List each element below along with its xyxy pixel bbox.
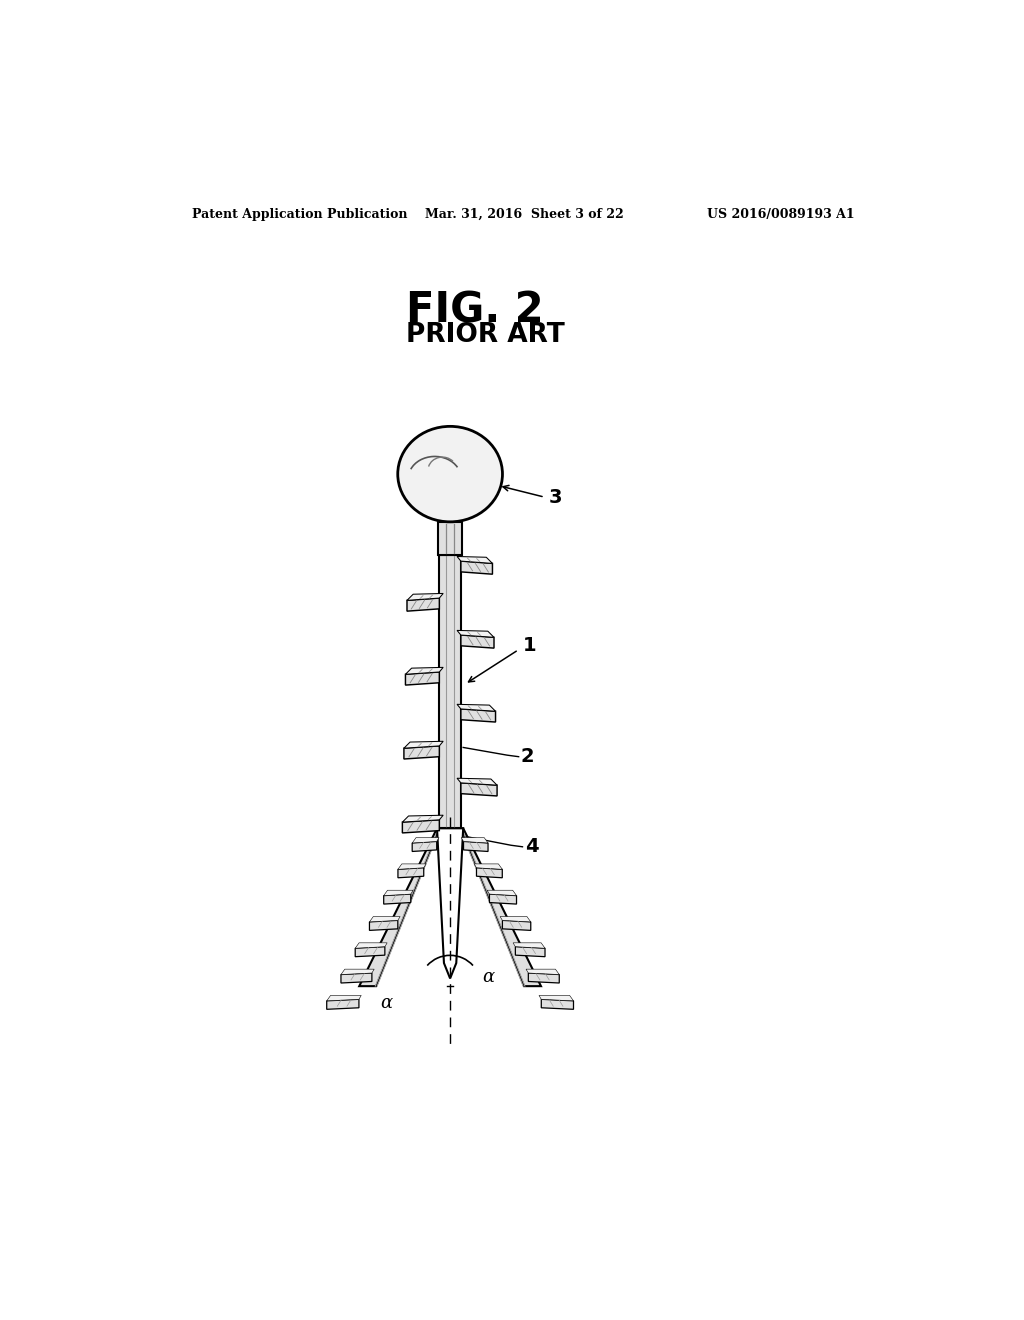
Polygon shape (341, 973, 372, 983)
Polygon shape (413, 841, 436, 851)
Polygon shape (407, 594, 443, 601)
Polygon shape (500, 916, 530, 921)
Polygon shape (327, 995, 361, 1001)
Polygon shape (476, 867, 503, 878)
Polygon shape (489, 894, 516, 904)
Text: Mar. 31, 2016  Sheet 3 of 22: Mar. 31, 2016 Sheet 3 of 22 (425, 209, 625, 222)
Text: Patent Application Publication: Patent Application Publication (193, 209, 408, 222)
Polygon shape (542, 999, 573, 1010)
Polygon shape (406, 668, 443, 675)
Polygon shape (474, 863, 503, 870)
Text: FIG. 2: FIG. 2 (407, 289, 544, 331)
Polygon shape (384, 894, 411, 904)
Polygon shape (355, 942, 387, 948)
Polygon shape (528, 973, 559, 983)
Polygon shape (355, 946, 385, 957)
Polygon shape (384, 890, 413, 895)
Polygon shape (406, 672, 439, 685)
Polygon shape (464, 841, 488, 851)
Polygon shape (413, 838, 439, 843)
Polygon shape (437, 829, 463, 978)
Polygon shape (359, 829, 439, 986)
Bar (438, 521, 463, 554)
Polygon shape (370, 920, 397, 931)
Text: 3: 3 (549, 487, 562, 507)
Polygon shape (398, 863, 426, 870)
Text: 4: 4 (524, 837, 539, 857)
Polygon shape (403, 746, 439, 759)
Text: α: α (482, 968, 495, 986)
Polygon shape (402, 820, 439, 833)
Polygon shape (461, 709, 496, 722)
Polygon shape (461, 561, 493, 574)
Bar (439, 554, 461, 829)
Polygon shape (503, 920, 530, 931)
Polygon shape (327, 999, 359, 1010)
Polygon shape (513, 942, 545, 948)
Polygon shape (515, 946, 545, 957)
Polygon shape (402, 816, 443, 822)
Text: 1: 1 (522, 636, 537, 655)
Polygon shape (370, 916, 400, 921)
Text: PRIOR ART: PRIOR ART (407, 322, 565, 348)
Polygon shape (341, 969, 374, 974)
Polygon shape (461, 635, 494, 648)
Ellipse shape (397, 426, 503, 521)
Polygon shape (407, 598, 439, 611)
Polygon shape (526, 969, 559, 974)
Polygon shape (457, 557, 493, 564)
Polygon shape (403, 742, 443, 748)
Polygon shape (539, 995, 573, 1001)
Polygon shape (457, 705, 496, 711)
Polygon shape (461, 783, 497, 796)
Text: US 2016/0089193 A1: US 2016/0089193 A1 (707, 209, 854, 222)
Text: 2: 2 (521, 747, 535, 766)
Polygon shape (457, 631, 494, 638)
Text: α: α (380, 994, 392, 1012)
Polygon shape (487, 890, 516, 895)
Polygon shape (398, 867, 424, 878)
Polygon shape (461, 829, 541, 986)
Polygon shape (461, 838, 488, 843)
Polygon shape (457, 779, 497, 785)
